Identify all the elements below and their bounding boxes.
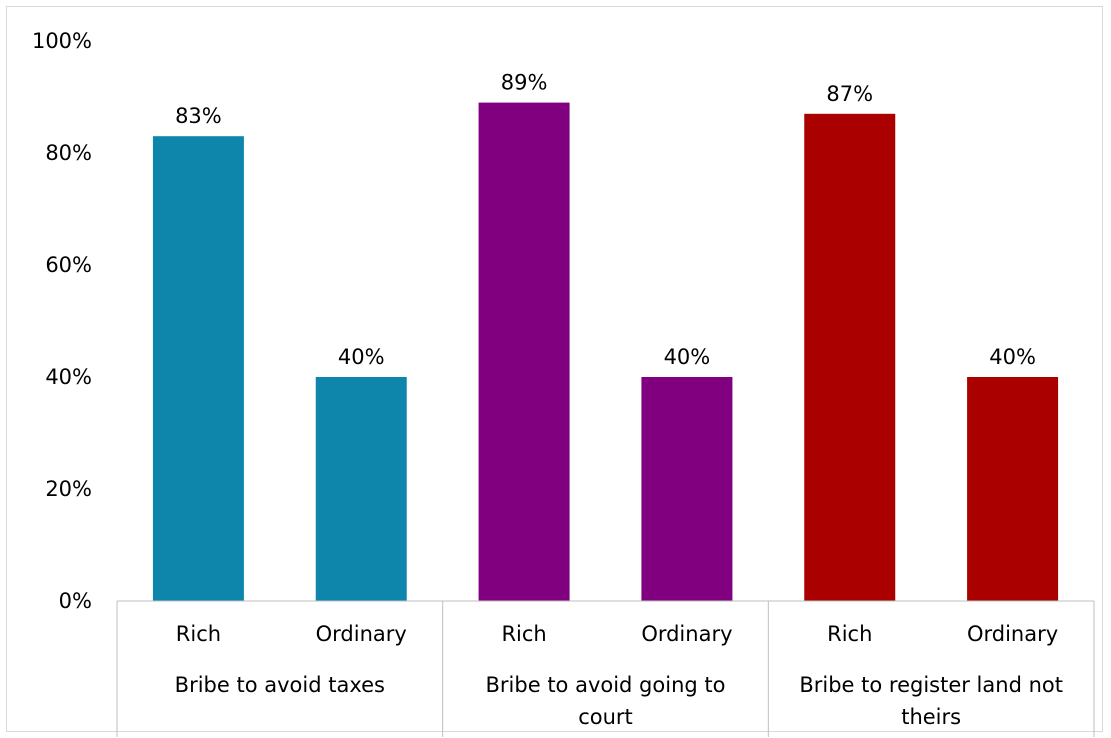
x-axis <box>116 600 1095 737</box>
bar-1-rich <box>152 136 244 601</box>
y-tick-label: 60% <box>45 253 92 277</box>
bar-2-rich <box>478 102 570 601</box>
group-label: Bribe to avoid taxes <box>175 673 385 697</box>
y-tick-label: 20% <box>45 477 92 501</box>
data-labels: 83% 40% 89% 40% 87% 40% <box>175 71 1036 369</box>
data-label: 40% <box>338 345 385 369</box>
x-tick-label: Rich <box>176 622 221 646</box>
group-label: court <box>578 705 633 729</box>
bar-1-ordinary <box>315 377 407 601</box>
group-label: Bribe to avoid going to <box>486 673 726 697</box>
y-tick-label: 80% <box>45 141 92 165</box>
bars <box>152 102 1059 602</box>
y-tick-label: 100% <box>32 29 92 53</box>
x-tick-label: Ordinary <box>967 622 1058 646</box>
y-tick-label: 0% <box>59 589 92 613</box>
data-label: 40% <box>989 345 1036 369</box>
data-label: 40% <box>664 345 711 369</box>
y-tick-label: 40% <box>45 365 92 389</box>
bar-2-ordinary <box>641 377 733 601</box>
bar-3-rich <box>804 113 896 602</box>
x-tick-label: Rich <box>501 622 546 646</box>
data-label: 87% <box>826 82 873 106</box>
group-label: Bribe to register land not <box>799 673 1063 697</box>
x-tick-label: Ordinary <box>641 622 732 646</box>
bar-3-ordinary <box>967 377 1059 601</box>
data-label: 83% <box>175 104 222 128</box>
group-label: theirs <box>901 705 961 729</box>
category-labels: Rich Ordinary Bribe to avoid taxes Rich Ordi… <box>175 622 1063 729</box>
x-tick-label: Rich <box>827 622 872 646</box>
x-tick-label: Ordinary <box>316 622 407 646</box>
data-label: 89% <box>501 71 548 95</box>
y-axis-ticks: 0% 20% 40% 60% 80% 100% <box>32 29 92 613</box>
